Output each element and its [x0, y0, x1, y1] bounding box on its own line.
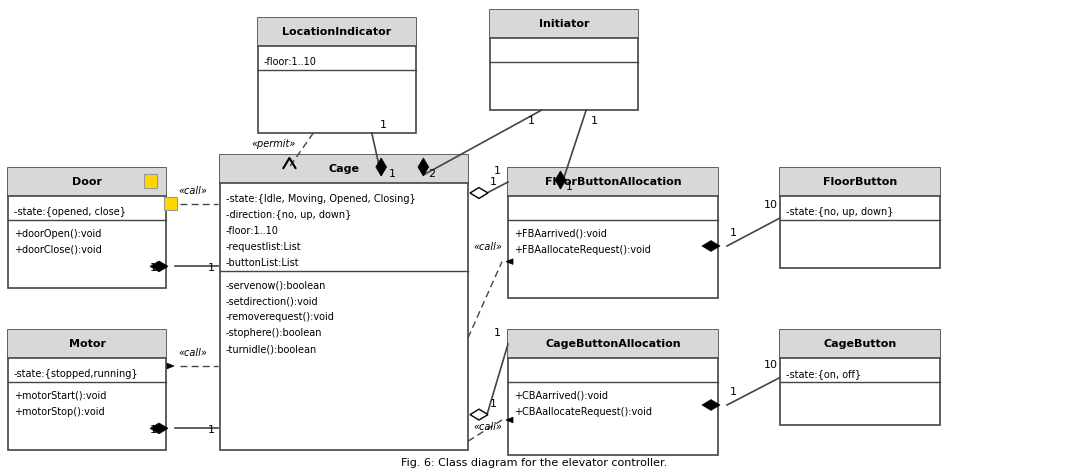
- Bar: [508, 168, 718, 196]
- Bar: [780, 330, 940, 358]
- Text: «permit»: «permit»: [251, 139, 296, 149]
- Bar: [164, 197, 177, 210]
- Text: FloorButtonAllocation: FloorButtonAllocation: [545, 177, 681, 187]
- Bar: [7, 168, 166, 288]
- Bar: [258, 18, 417, 46]
- Text: 1: 1: [150, 426, 157, 436]
- Text: 1: 1: [731, 228, 737, 238]
- Text: CageButton: CageButton: [823, 339, 897, 349]
- Text: 10: 10: [764, 359, 778, 369]
- Text: 1: 1: [565, 182, 572, 192]
- Text: 1: 1: [731, 387, 737, 397]
- Text: +CBAarrived():void: +CBAarrived():void: [514, 391, 608, 401]
- Text: «call»: «call»: [473, 422, 502, 432]
- Text: -state:{on, off}: -state:{on, off}: [786, 369, 861, 379]
- Text: -floor:1..10: -floor:1..10: [226, 226, 279, 236]
- Text: 1: 1: [208, 426, 215, 436]
- Text: -setdirection():void: -setdirection():void: [226, 296, 318, 306]
- Text: +motorStart():void: +motorStart():void: [14, 391, 107, 401]
- Bar: [144, 174, 157, 188]
- Text: +doorOpen():void: +doorOpen():void: [14, 229, 101, 239]
- Text: -requestlist:List: -requestlist:List: [226, 242, 301, 252]
- Polygon shape: [418, 158, 428, 176]
- Text: -buttonList:List: -buttonList:List: [226, 258, 300, 268]
- Bar: [7, 168, 166, 196]
- Polygon shape: [702, 240, 720, 251]
- Text: -state:{opened, close}: -state:{opened, close}: [14, 207, 126, 217]
- Text: -turnidle():boolean: -turnidle():boolean: [226, 344, 317, 354]
- Text: +CBAallocateRequest():void: +CBAallocateRequest():void: [514, 407, 651, 417]
- Text: 1: 1: [592, 116, 598, 126]
- Text: -state:{no, up, down}: -state:{no, up, down}: [786, 207, 894, 217]
- Bar: [508, 330, 718, 358]
- Text: Door: Door: [72, 177, 103, 187]
- Text: -stophere():boolean: -stophere():boolean: [226, 328, 323, 338]
- Text: FloorButton: FloorButton: [822, 177, 897, 187]
- Bar: [780, 330, 940, 425]
- Text: 1: 1: [389, 169, 396, 179]
- Bar: [7, 330, 166, 450]
- Text: 1: 1: [208, 263, 215, 273]
- Text: Initiator: Initiator: [538, 19, 590, 29]
- Text: 1: 1: [490, 398, 497, 408]
- Bar: [780, 168, 940, 196]
- Text: 1: 1: [528, 116, 535, 126]
- Text: +doorClose():void: +doorClose():void: [14, 245, 101, 255]
- Text: 1: 1: [150, 263, 157, 273]
- Polygon shape: [376, 158, 387, 176]
- Text: 1: 1: [494, 328, 501, 338]
- Text: 1: 1: [490, 177, 497, 187]
- Polygon shape: [167, 363, 174, 369]
- Text: LocationIndicator: LocationIndicator: [282, 27, 392, 37]
- Bar: [258, 18, 417, 133]
- Text: -servenow():boolean: -servenow():boolean: [226, 280, 327, 290]
- Polygon shape: [167, 201, 174, 207]
- Text: «call»: «call»: [473, 242, 502, 252]
- Bar: [490, 10, 638, 38]
- Polygon shape: [506, 417, 513, 423]
- Polygon shape: [150, 261, 168, 272]
- Text: -state:{stopped,running}: -state:{stopped,running}: [14, 369, 139, 379]
- Text: «call»: «call»: [178, 348, 207, 358]
- Text: -removerequest():void: -removerequest():void: [226, 312, 335, 322]
- Bar: [7, 330, 166, 358]
- Bar: [780, 168, 940, 268]
- Polygon shape: [470, 409, 488, 420]
- Bar: [490, 10, 638, 110]
- Polygon shape: [470, 188, 488, 198]
- Text: +FBAallocateRequest():void: +FBAallocateRequest():void: [514, 245, 650, 255]
- Text: CageButtonAllocation: CageButtonAllocation: [545, 339, 680, 349]
- Polygon shape: [555, 171, 566, 189]
- Bar: [220, 155, 468, 183]
- Text: -state:{Idle, Moving, Opened, Closing}: -state:{Idle, Moving, Opened, Closing}: [226, 194, 415, 204]
- Text: 10: 10: [764, 200, 778, 210]
- Bar: [508, 330, 718, 455]
- Text: Fig. 6: Class diagram for the elevator controller.: Fig. 6: Class diagram for the elevator c…: [400, 458, 668, 468]
- Text: -direction:{no, up, down}: -direction:{no, up, down}: [226, 210, 351, 220]
- Polygon shape: [506, 259, 513, 264]
- Polygon shape: [150, 423, 168, 434]
- Text: -floor:1..10: -floor:1..10: [264, 57, 317, 67]
- Text: Motor: Motor: [68, 339, 106, 349]
- Text: 1: 1: [494, 166, 501, 176]
- Polygon shape: [702, 399, 720, 410]
- Bar: [508, 168, 718, 298]
- Text: Cage: Cage: [329, 164, 360, 174]
- Text: +motorStop():void: +motorStop():void: [14, 407, 105, 417]
- Bar: [220, 155, 468, 450]
- Text: +FBAarrived():void: +FBAarrived():void: [514, 229, 607, 239]
- Text: «call»: «call»: [178, 186, 207, 196]
- Text: 1: 1: [380, 120, 387, 130]
- Text: 2: 2: [428, 169, 436, 179]
